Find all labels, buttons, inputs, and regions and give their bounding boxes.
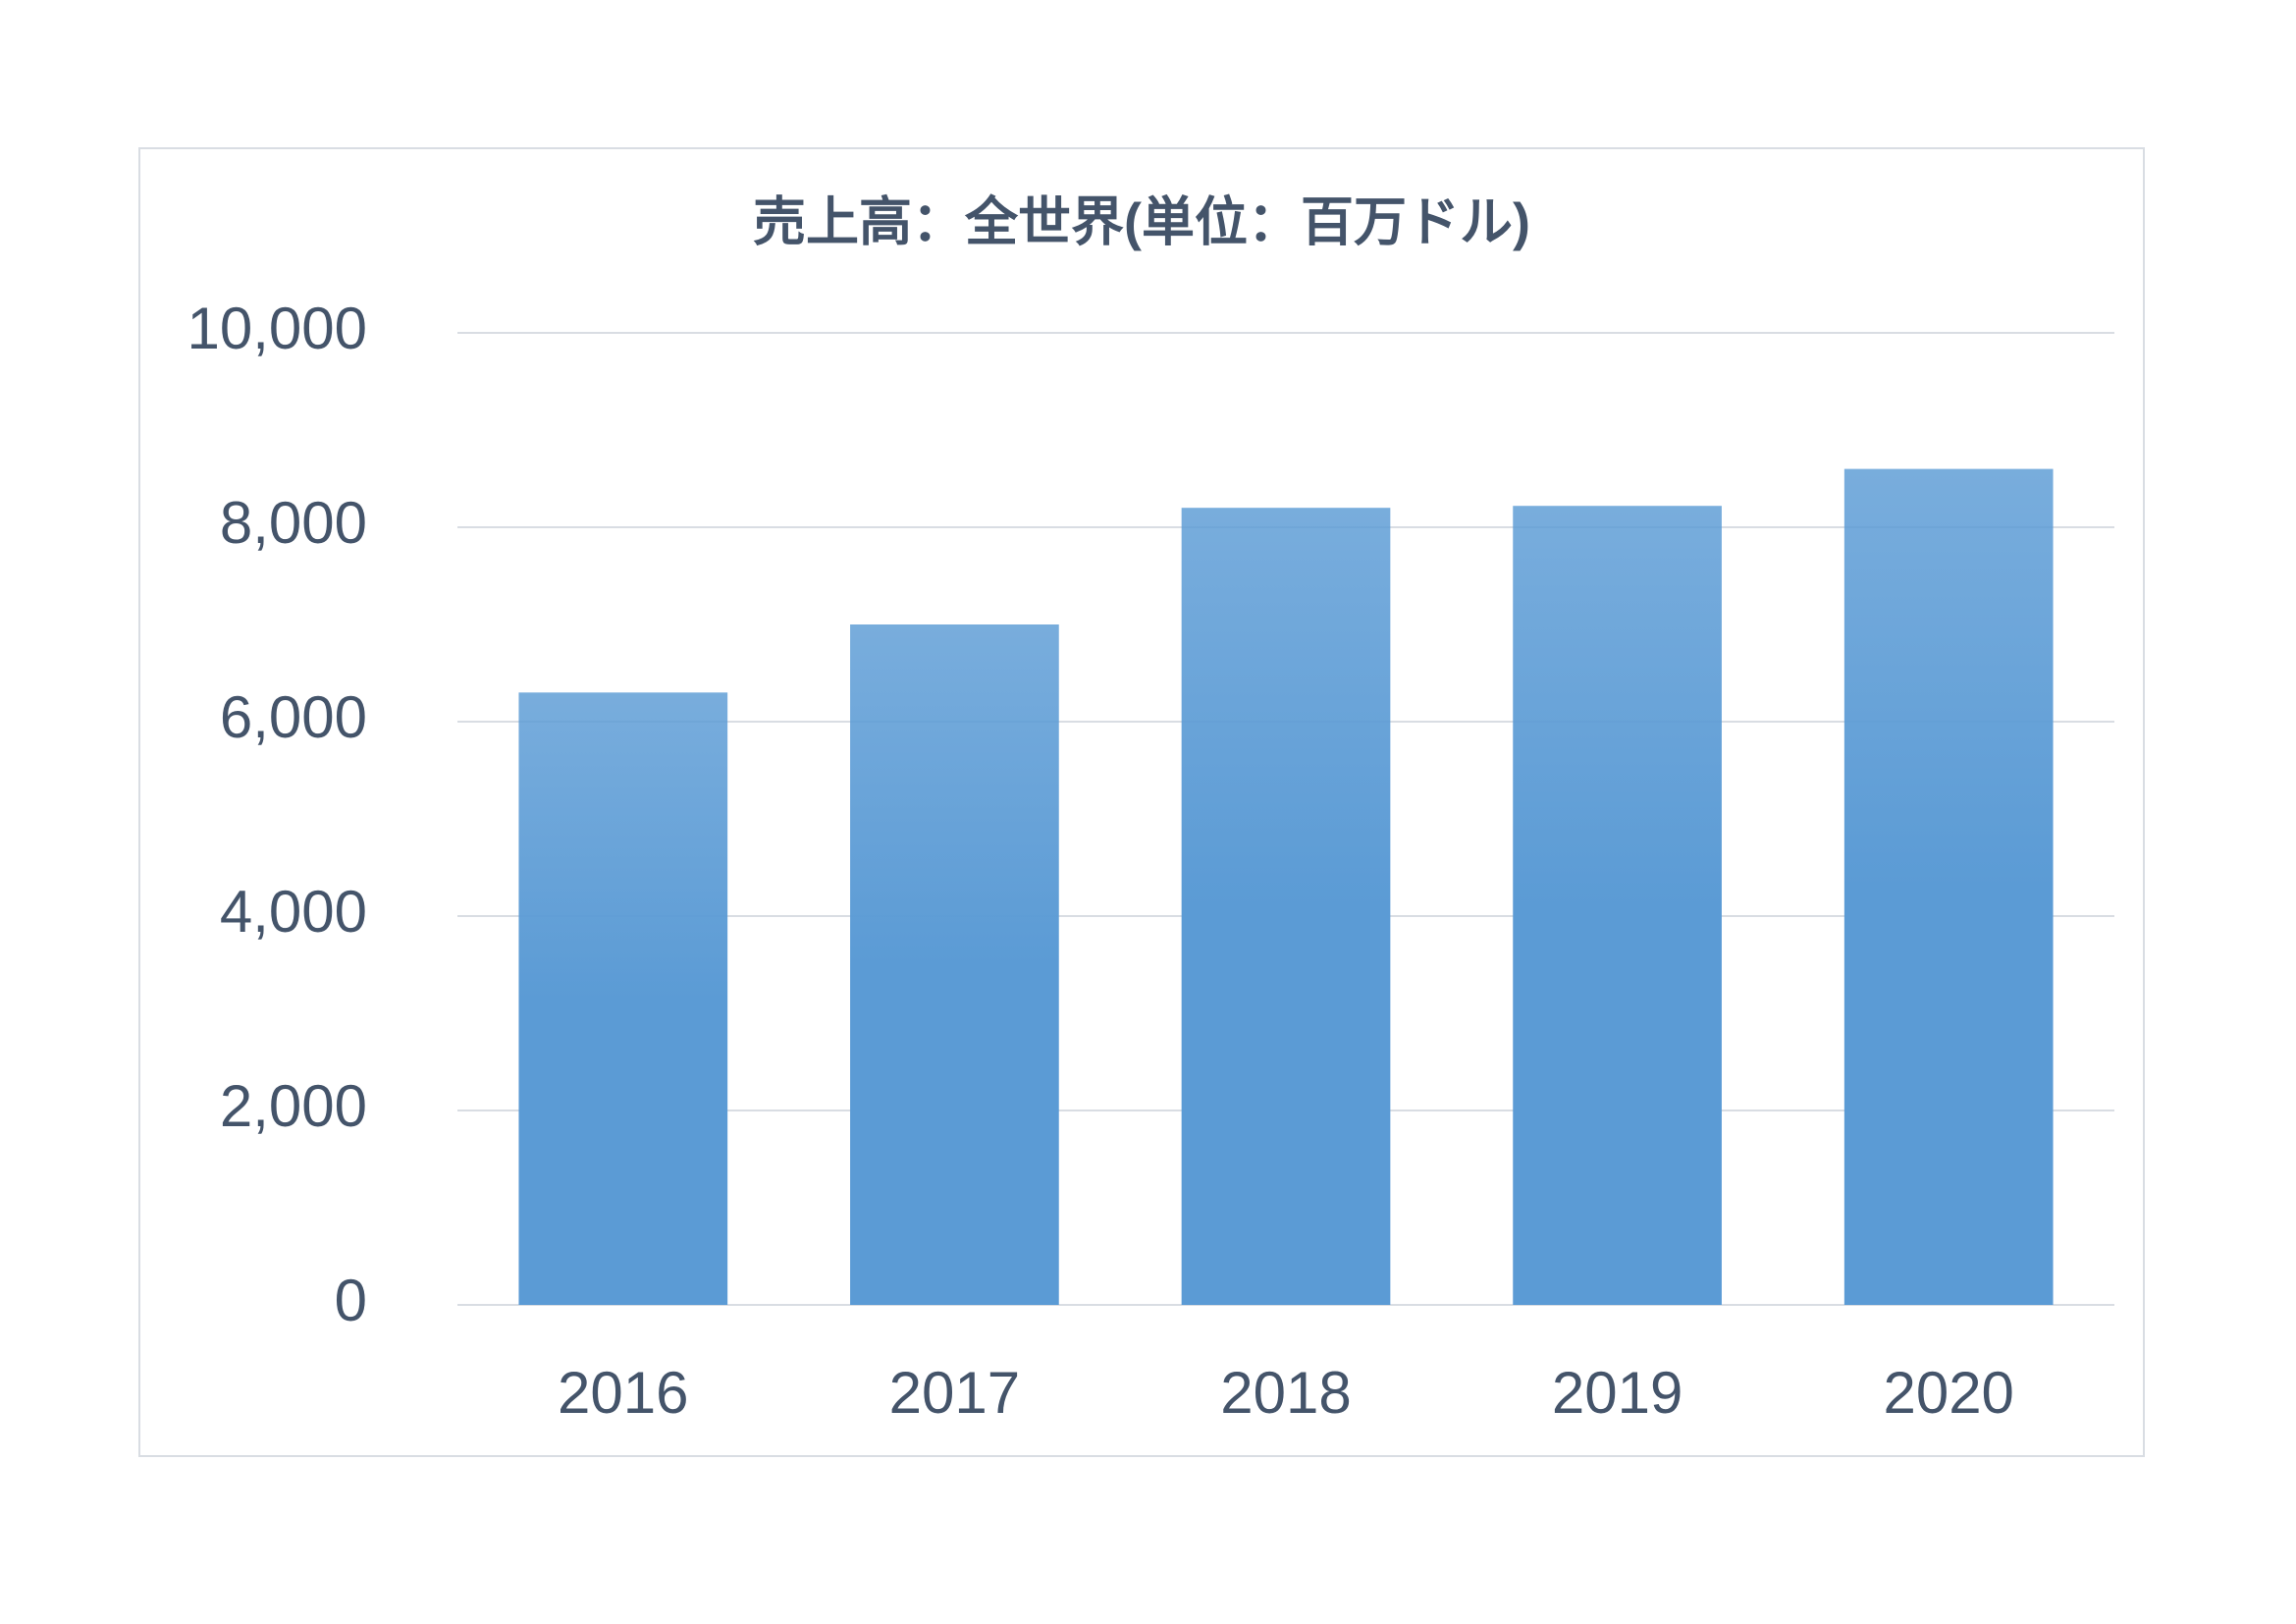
y-tick-label: 0: [335, 1268, 367, 1333]
y-tick-label: 10,000: [187, 296, 367, 361]
x-tick-label: 2017: [889, 1360, 1020, 1426]
x-tick-label: 2016: [558, 1360, 688, 1426]
bar: [1513, 506, 1722, 1305]
y-tick-label: 6,000: [220, 684, 367, 750]
x-tick-label: 2018: [1220, 1360, 1351, 1426]
x-tick-label: 2019: [1552, 1360, 1682, 1426]
bar: [1843, 468, 2054, 1306]
chart-title: 売上高：全世界(単位：百万ドル): [753, 192, 1530, 251]
x-tick-label: 2020: [1883, 1360, 2013, 1426]
y-tick-label: 2,000: [220, 1073, 367, 1139]
bar: [1181, 508, 1391, 1305]
y-tick-label: 8,000: [220, 490, 367, 556]
bar: [850, 624, 1059, 1305]
y-tick-label: 4,000: [220, 879, 367, 945]
bar: [518, 692, 728, 1305]
chart-frame: [138, 147, 2145, 1457]
